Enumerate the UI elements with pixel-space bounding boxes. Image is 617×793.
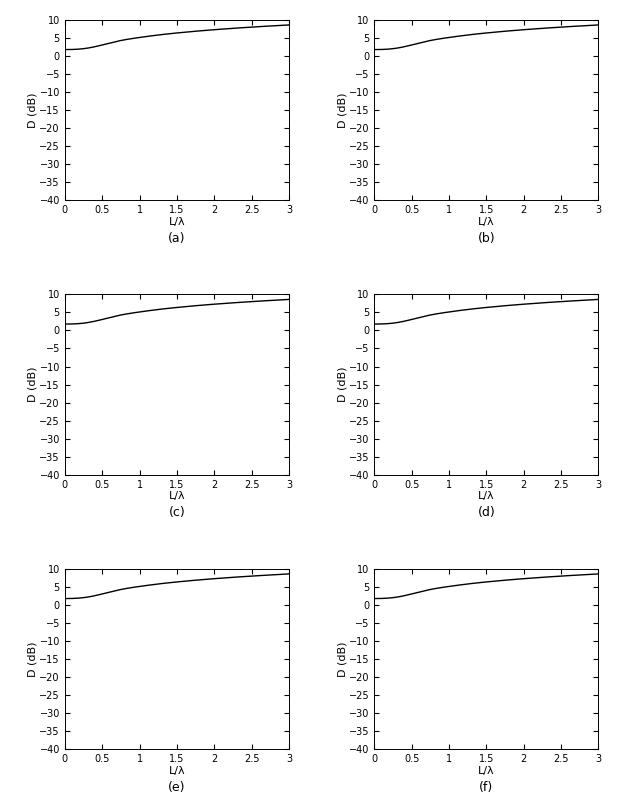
Y-axis label: D (dB): D (dB) — [28, 642, 38, 677]
Y-axis label: D (dB): D (dB) — [28, 92, 38, 128]
X-axis label: L/λ: L/λ — [478, 491, 495, 501]
Y-axis label: D (dB): D (dB) — [337, 367, 347, 402]
Text: (c): (c) — [168, 507, 185, 519]
Text: (d): (d) — [478, 507, 495, 519]
X-axis label: L/λ: L/λ — [478, 216, 495, 227]
Y-axis label: D (dB): D (dB) — [337, 92, 347, 128]
Text: (b): (b) — [478, 232, 495, 245]
Y-axis label: D (dB): D (dB) — [337, 642, 347, 677]
X-axis label: L/λ: L/λ — [168, 491, 185, 501]
Text: (f): (f) — [479, 781, 494, 793]
X-axis label: L/λ: L/λ — [478, 765, 495, 776]
Text: (a): (a) — [168, 232, 186, 245]
Y-axis label: D (dB): D (dB) — [28, 367, 38, 402]
X-axis label: L/λ: L/λ — [168, 765, 185, 776]
X-axis label: L/λ: L/λ — [168, 216, 185, 227]
Text: (e): (e) — [168, 781, 186, 793]
